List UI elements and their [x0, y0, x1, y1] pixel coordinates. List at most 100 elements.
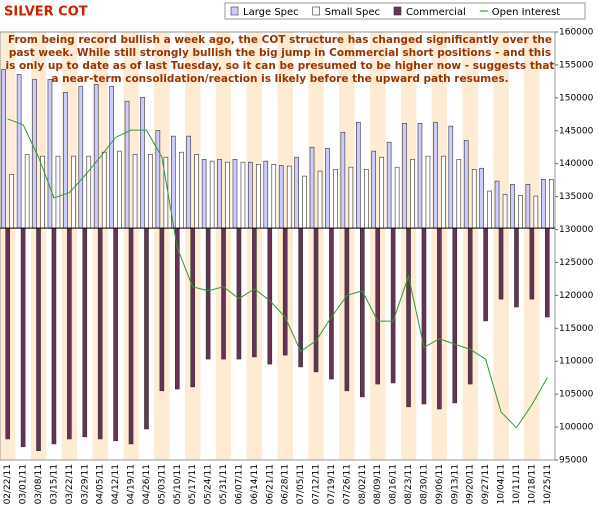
bar [298, 227, 303, 368]
bar [9, 174, 15, 229]
bar [55, 155, 61, 229]
bar [113, 227, 118, 442]
x-tick-label: 05/31/11 [219, 464, 229, 504]
bar [97, 227, 103, 440]
bar [144, 227, 149, 430]
x-tick-label: 10/11/11 [512, 464, 522, 504]
annotation: From being record bullish a week ago, th… [8, 34, 552, 46]
y2-tick-label: 105000 [559, 390, 594, 400]
x-tick-label: 09/06/11 [435, 464, 445, 504]
x-tick-label: 05/03/11 [157, 464, 167, 504]
bar [463, 140, 469, 229]
bar [36, 227, 41, 452]
legend-label: Open Interest [492, 7, 561, 18]
plot-frame [0, 31, 556, 461]
bar [159, 227, 165, 392]
bar [71, 155, 76, 229]
x-tick-label: 08/16/11 [389, 464, 399, 504]
x-tick-label: 04/19/11 [127, 464, 137, 504]
bar [194, 154, 200, 229]
bar [379, 156, 385, 229]
bar [386, 141, 392, 229]
bar [209, 160, 215, 229]
bar [544, 227, 550, 318]
x-tick-label: 10/04/11 [497, 464, 507, 504]
bar [101, 151, 107, 229]
bar [471, 169, 477, 229]
y2-tick-label: 100000 [559, 423, 594, 433]
x-tick-label: 07/05/11 [296, 464, 306, 504]
bar [417, 123, 423, 229]
bar [529, 227, 535, 300]
bar [248, 161, 253, 229]
x-tick-label: 07/12/11 [312, 464, 322, 504]
bar [525, 183, 531, 229]
bar [498, 227, 504, 300]
bar [82, 227, 88, 438]
y2-tick-label: 95000 [559, 456, 588, 466]
bar [201, 159, 207, 229]
bar [441, 155, 446, 229]
x-tick-label: 04/12/11 [111, 464, 121, 504]
bar [240, 161, 246, 229]
x-tick-label: 08/02/11 [358, 464, 368, 504]
x-tick-label: 03/08/11 [34, 464, 44, 504]
bar [540, 179, 546, 229]
bar [344, 227, 350, 392]
x-tick-label: 02/22/11 [3, 464, 13, 504]
bar [309, 146, 315, 229]
bar [355, 121, 361, 229]
bar [394, 166, 400, 229]
x-tick-label: 03/29/11 [80, 464, 90, 504]
x-tick-label: 04/05/11 [96, 464, 106, 504]
y2-tick-label: 120000 [559, 291, 594, 301]
bar [282, 227, 288, 356]
bar [313, 227, 319, 373]
bar [425, 155, 431, 229]
annotation: past week. While still strongly bullish … [9, 47, 551, 59]
legend-swatch [393, 6, 402, 16]
bar [1, 69, 7, 229]
y2-tick-label: 110000 [559, 357, 594, 367]
bar [483, 227, 488, 322]
bar [410, 159, 415, 229]
bar [5, 227, 11, 440]
legend-swatch [312, 6, 320, 16]
bar [117, 150, 122, 229]
bar [533, 195, 539, 229]
legend-label: Large Spec [243, 7, 299, 18]
x-tick-label: 07/26/11 [342, 464, 352, 504]
x-tick-label: 05/10/11 [173, 464, 183, 504]
x-tick-label: 06/14/11 [250, 464, 260, 504]
x-tick-label: 06/07/11 [234, 464, 244, 504]
bar [205, 227, 211, 360]
bar [479, 167, 484, 229]
bar [510, 183, 515, 229]
bar [124, 100, 130, 229]
x-tick-label: 04/26/11 [142, 464, 152, 504]
chart-title: SILVER COT [4, 5, 88, 20]
y2-tick-label: 160000 [559, 28, 594, 38]
bar [24, 154, 30, 229]
bar [375, 227, 381, 385]
bar [140, 96, 145, 229]
x-tick-label: 08/30/11 [419, 464, 429, 504]
bar [20, 227, 26, 448]
bar [317, 170, 323, 229]
annotation: is only up to date as of last Tuesday, s… [6, 60, 555, 72]
bar [93, 84, 99, 229]
bar [190, 227, 196, 388]
bar [63, 91, 68, 229]
x-tick-label: 09/13/11 [450, 464, 460, 504]
x-tick-label: 10/25/11 [543, 464, 553, 504]
bar [67, 227, 72, 440]
bar [148, 154, 153, 229]
bar [178, 151, 184, 229]
bar [514, 227, 519, 308]
bar [217, 159, 222, 229]
bar [448, 125, 454, 229]
bar [437, 227, 442, 410]
x-tick-label: 03/01/11 [19, 464, 29, 504]
bar [348, 166, 354, 229]
